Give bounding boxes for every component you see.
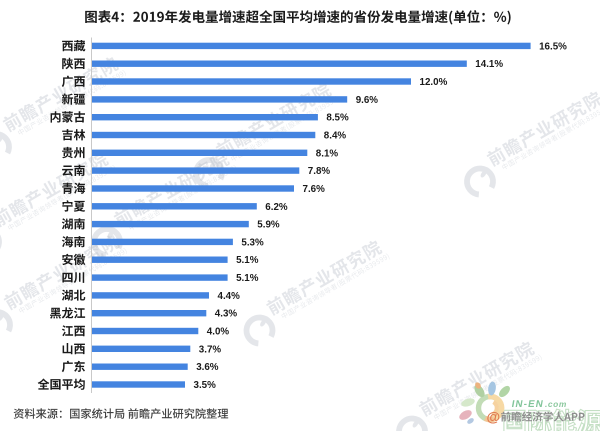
svg-text:5.1%: 5.1% — [236, 255, 259, 266]
svg-text:14.1%: 14.1% — [475, 59, 503, 70]
svg-text:12.0%: 12.0% — [420, 77, 448, 88]
svg-text:4.3%: 4.3% — [215, 309, 238, 320]
svg-text:9.6%: 9.6% — [356, 95, 379, 106]
svg-text:5.3%: 5.3% — [241, 237, 264, 248]
svg-text:3.7%: 3.7% — [199, 344, 222, 355]
svg-text:8.4%: 8.4% — [324, 131, 347, 142]
svg-text:.com: .com — [545, 399, 567, 409]
svg-text:7.6%: 7.6% — [303, 184, 326, 195]
svg-text:5.1%: 5.1% — [236, 273, 259, 284]
svg-text:5.9%: 5.9% — [257, 220, 280, 231]
svg-text:4.0%: 4.0% — [207, 327, 230, 338]
svg-text:@: @ — [487, 409, 501, 425]
svg-text:8.5%: 8.5% — [326, 113, 349, 124]
svg-text:4.4%: 4.4% — [218, 291, 241, 302]
svg-text:IN-EN: IN-EN — [511, 399, 545, 410]
svg-text:7.8%: 7.8% — [308, 166, 331, 177]
svg-text:16.5%: 16.5% — [539, 41, 567, 52]
svg-text:6.2%: 6.2% — [265, 202, 288, 213]
svg-text:3.5%: 3.5% — [194, 380, 217, 391]
svg-text:8.1%: 8.1% — [316, 148, 339, 159]
svg-text:3.6%: 3.6% — [196, 362, 219, 373]
